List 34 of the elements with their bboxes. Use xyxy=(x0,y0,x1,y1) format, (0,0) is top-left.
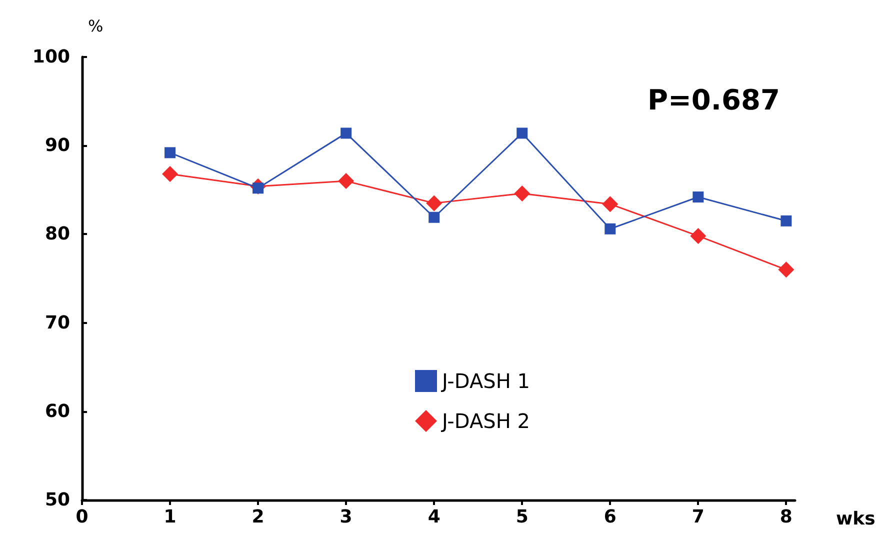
legend-label: J-DASH 1 xyxy=(440,369,530,393)
x-tick-label: 4 xyxy=(428,506,440,528)
point xyxy=(780,215,792,226)
x-tick-label: 2 xyxy=(252,506,264,528)
y-tick-label: 70 xyxy=(44,312,70,334)
point xyxy=(692,191,704,202)
point xyxy=(604,223,616,234)
x-tick-label: 8 xyxy=(780,506,792,528)
y-tick-label: 50 xyxy=(44,490,70,510)
point xyxy=(778,262,794,278)
y-axis-title: % xyxy=(88,16,104,36)
point xyxy=(428,212,440,223)
point xyxy=(426,195,442,212)
point xyxy=(516,128,528,139)
y-tick-label: 90 xyxy=(44,135,70,156)
point xyxy=(602,196,618,212)
y-tick-label: 80 xyxy=(44,224,70,245)
x-tick-label: 0 xyxy=(76,506,88,528)
x-tick-label: 7 xyxy=(692,506,704,528)
y-tick-label: 100 xyxy=(32,46,70,68)
point xyxy=(164,147,176,158)
x-tick-label: 5 xyxy=(516,506,528,528)
point xyxy=(340,128,352,139)
legend-label: J-DASH 2 xyxy=(440,409,530,433)
point xyxy=(162,166,178,182)
x-tick-label: 3 xyxy=(340,506,352,528)
point xyxy=(514,185,530,202)
x-tick-label: 6 xyxy=(604,506,616,528)
point xyxy=(690,228,706,244)
x-axis-title: wks xyxy=(836,508,876,530)
y-tick-label: 60 xyxy=(44,400,70,422)
point xyxy=(338,173,354,190)
x-tick-label: 1 xyxy=(164,506,176,528)
annotation: P=0.687 xyxy=(647,84,780,116)
